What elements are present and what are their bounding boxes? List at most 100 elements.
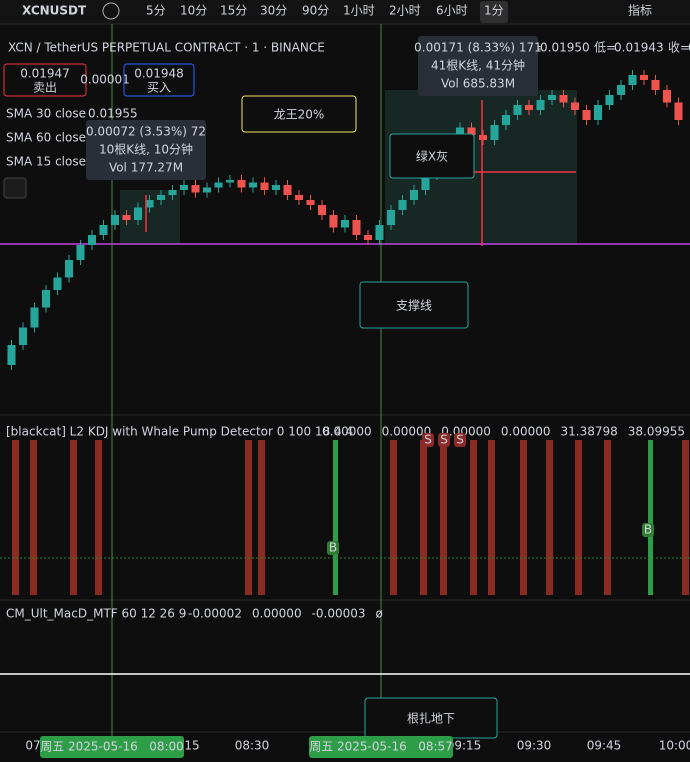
sell-button [3,63,87,97]
candle [156,195,166,200]
candle [41,290,51,308]
candle [616,85,626,95]
candle [409,190,419,200]
sell-price: 0.01947 [20,67,70,81]
candle [386,210,396,225]
signal-label: B [644,523,652,537]
crosshair-time-box [309,736,453,758]
candle [352,220,361,235]
candle [122,215,131,220]
signal-stripe [420,440,427,595]
candle [191,185,200,193]
buy-label: 买入 [147,81,171,95]
sma-name: SMA 60 close [6,131,86,145]
interval-button[interactable]: 30分 [260,4,287,18]
candle [662,90,672,103]
candle [87,235,97,245]
candle [490,125,499,140]
candle [53,277,62,290]
add-symbol[interactable] [102,2,120,20]
interval-button[interactable]: 90分 [302,4,329,18]
interval-button[interactable]: 6小时 [436,4,468,18]
candle [202,187,212,193]
candle [283,185,292,195]
candle [363,235,373,240]
candle [593,105,603,120]
signal-stripe [333,440,338,595]
chart-title: XCN / TetherUS PERPETUAL CONTRACT · 1 · … [8,41,325,55]
interval-button[interactable]: 1分 [484,4,504,18]
indicator-value: ø [376,607,383,621]
indicator-value: 0.00000 [441,425,491,439]
candle [214,182,223,188]
interval-button[interactable]: 1小时 [343,4,375,18]
signal-label: S [424,433,432,447]
signal-stripe [682,440,689,595]
signal-stripe [70,440,77,595]
candle [179,185,189,190]
candle [375,225,384,240]
annotation: 根扎地下 [407,712,455,726]
buy-price: 0.01948 [134,67,184,81]
candle [30,307,39,328]
measure-text: Vol 177.27M [109,161,183,175]
candle [7,345,16,365]
time-tick-label: 10:00 [659,739,690,753]
candle [570,102,580,110]
candle [64,260,74,278]
candle [294,195,304,200]
signal-stripe [245,440,252,595]
time-tick-label: 07 [25,739,40,753]
candle [421,175,430,190]
indicator-value: 31.38798 [561,425,618,439]
candle [168,190,177,195]
ohlc-value: 0.01943 [614,41,664,55]
candle [260,182,269,190]
signal-label: S [440,433,448,447]
signal-stripe [648,440,653,595]
indicator-value: 0.00000 [252,607,302,621]
signal-badge [422,433,434,447]
candle [536,100,545,110]
candle [110,215,120,225]
collapse-button[interactable] [3,177,27,199]
signal-label: S [456,433,464,447]
indicator-value: -0.00003 [312,607,366,621]
candle [639,75,649,80]
candle [501,115,511,125]
annotation-box [359,281,469,329]
candle [547,95,557,100]
candle [237,180,246,188]
candle [306,200,315,205]
indicator-value: 0.00000 [501,425,551,439]
ohlc-label: 收= [668,41,690,55]
candle [76,245,85,260]
candle [398,200,407,210]
interval-button[interactable]: 5分 [146,4,166,18]
time-tick-label: 09:15 [447,739,482,753]
signal-stripe [30,440,37,595]
candle [513,105,522,115]
sell-label: 卖出 [33,81,57,95]
crosshair-time: 周五 2025-05-16 08:00 [40,740,184,754]
signal-stripe [95,440,102,595]
interval-button[interactable]: 10分 [180,4,207,18]
candle [18,327,28,345]
signal-label: B [329,541,337,555]
signal-badge [642,523,654,537]
indicators-button[interactable]: 指标 [628,3,652,18]
annotation: 龙王20% [274,108,325,122]
annotation-box [241,95,357,133]
indicator-title: [blackcat] L2 KDJ with Whale Pump Detect… [6,425,353,439]
signal-stripe [604,440,611,595]
buy-button [123,63,195,97]
sma-value: 0.01955 [88,107,138,121]
indicator-value: 38.09955 [628,425,685,439]
time-tick-label: 08:30 [235,739,270,753]
interval-button[interactable]: 2小时 [389,4,421,18]
measure-text: 41根K线, 41分钟 [431,58,525,73]
candle [317,205,327,215]
measure-text: 10根K线, 10分钟 [99,142,193,157]
interval-button[interactable]: 15分 [220,4,247,18]
time-tick-label: 15 [184,739,199,753]
